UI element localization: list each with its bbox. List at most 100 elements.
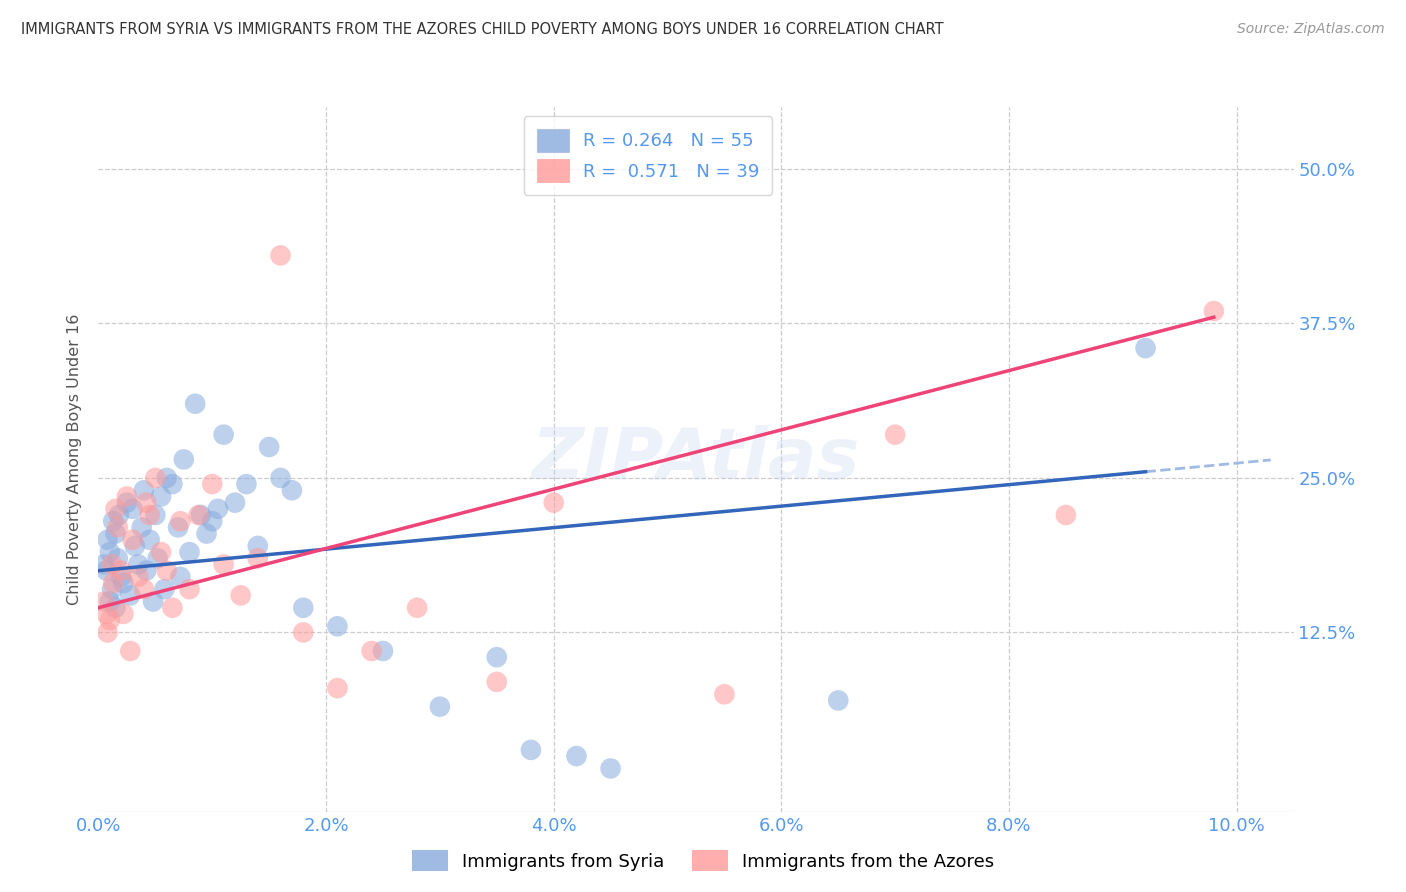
Point bbox=[103, 514, 125, 528]
Point bbox=[270, 248, 292, 262]
Point bbox=[93, 594, 115, 608]
Point bbox=[96, 625, 118, 640]
Point bbox=[229, 588, 252, 602]
Y-axis label: Child Poverty Among Boys Under 16: Child Poverty Among Boys Under 16 bbox=[67, 314, 83, 605]
Point bbox=[101, 558, 124, 572]
Point bbox=[190, 508, 212, 522]
Point bbox=[150, 545, 173, 559]
Point bbox=[108, 508, 131, 522]
Point bbox=[124, 539, 146, 553]
Legend: R = 0.264   N = 55, R =  0.571   N = 39: R = 0.264 N = 55, R = 0.571 N = 39 bbox=[524, 116, 772, 195]
Point bbox=[156, 471, 179, 485]
Point bbox=[96, 564, 118, 578]
Point bbox=[201, 477, 224, 491]
Point bbox=[162, 477, 184, 491]
Point bbox=[135, 564, 157, 578]
Point bbox=[142, 594, 165, 608]
Point bbox=[169, 570, 191, 584]
Point bbox=[107, 520, 129, 534]
Point bbox=[104, 600, 127, 615]
Point bbox=[184, 397, 207, 411]
Legend: Immigrants from Syria, Immigrants from the Azores: Immigrants from Syria, Immigrants from t… bbox=[405, 843, 1001, 879]
Point bbox=[120, 588, 142, 602]
Point bbox=[207, 501, 229, 516]
Point bbox=[138, 533, 160, 547]
Point bbox=[565, 749, 588, 764]
Text: IMMIGRANTS FROM SYRIA VS IMMIGRANTS FROM THE AZORES CHILD POVERTY AMONG BOYS UND: IMMIGRANTS FROM SYRIA VS IMMIGRANTS FROM… bbox=[21, 22, 943, 37]
Point bbox=[1135, 341, 1157, 355]
Point bbox=[135, 496, 157, 510]
Point bbox=[96, 607, 118, 621]
Point bbox=[98, 613, 121, 627]
Point bbox=[169, 514, 191, 528]
Point bbox=[146, 551, 169, 566]
Point bbox=[98, 594, 121, 608]
Point bbox=[371, 644, 394, 658]
Point bbox=[115, 490, 138, 504]
Point bbox=[713, 687, 735, 701]
Point bbox=[110, 564, 132, 578]
Point bbox=[827, 693, 849, 707]
Point bbox=[257, 440, 280, 454]
Point bbox=[127, 570, 149, 584]
Point bbox=[292, 625, 315, 640]
Point bbox=[201, 514, 224, 528]
Point bbox=[131, 520, 153, 534]
Point bbox=[156, 564, 179, 578]
Point bbox=[235, 477, 257, 491]
Point bbox=[1202, 304, 1225, 318]
Point bbox=[173, 452, 195, 467]
Point bbox=[120, 644, 142, 658]
Point bbox=[187, 508, 209, 522]
Point bbox=[246, 539, 269, 553]
Point bbox=[326, 681, 349, 695]
Point bbox=[360, 644, 382, 658]
Point bbox=[112, 576, 135, 591]
Point bbox=[93, 558, 115, 572]
Point bbox=[406, 600, 429, 615]
Point bbox=[599, 761, 621, 775]
Point bbox=[270, 471, 292, 485]
Point bbox=[96, 533, 118, 547]
Point bbox=[110, 570, 132, 584]
Point bbox=[121, 533, 143, 547]
Point bbox=[292, 600, 315, 615]
Point bbox=[127, 558, 149, 572]
Point bbox=[246, 551, 269, 566]
Point bbox=[179, 545, 201, 559]
Point bbox=[520, 743, 543, 757]
Point bbox=[485, 650, 508, 665]
Point bbox=[101, 582, 124, 597]
Point bbox=[121, 501, 143, 516]
Point bbox=[212, 558, 235, 572]
Point bbox=[132, 582, 155, 597]
Point bbox=[195, 526, 218, 541]
Point bbox=[167, 520, 190, 534]
Point bbox=[326, 619, 349, 633]
Point bbox=[179, 582, 201, 597]
Point bbox=[224, 496, 246, 510]
Point bbox=[112, 607, 135, 621]
Point bbox=[1054, 508, 1077, 522]
Point bbox=[212, 427, 235, 442]
Point bbox=[543, 496, 565, 510]
Point bbox=[150, 490, 173, 504]
Point bbox=[115, 496, 138, 510]
Point bbox=[485, 674, 508, 689]
Point bbox=[98, 545, 121, 559]
Text: Source: ZipAtlas.com: Source: ZipAtlas.com bbox=[1237, 22, 1385, 37]
Point bbox=[143, 471, 166, 485]
Point bbox=[103, 576, 125, 591]
Point bbox=[132, 483, 155, 498]
Point bbox=[162, 600, 184, 615]
Point bbox=[104, 501, 127, 516]
Point bbox=[143, 508, 166, 522]
Text: ZIPAtlas: ZIPAtlas bbox=[531, 425, 860, 494]
Point bbox=[429, 699, 451, 714]
Point bbox=[153, 582, 176, 597]
Point bbox=[104, 526, 127, 541]
Point bbox=[884, 427, 907, 442]
Point bbox=[281, 483, 304, 498]
Point bbox=[138, 508, 160, 522]
Point bbox=[107, 551, 129, 566]
